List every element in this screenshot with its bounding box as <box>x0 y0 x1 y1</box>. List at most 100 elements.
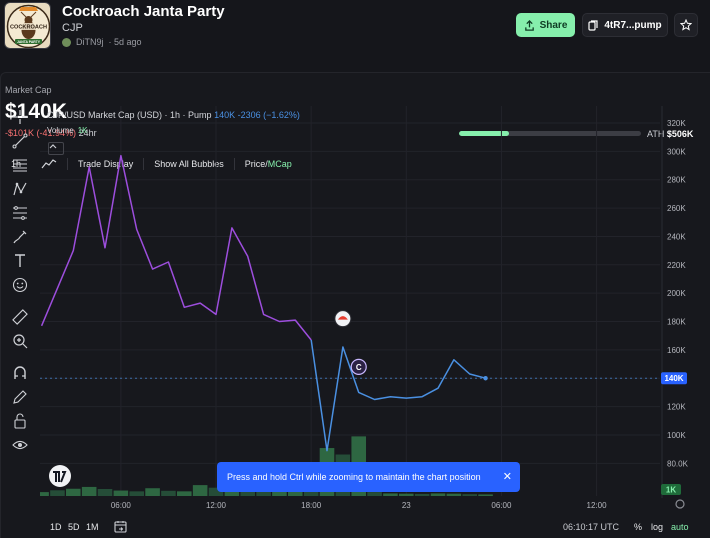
volume-value: 1K <box>77 126 88 135</box>
pitchfork-tool[interactable] <box>11 180 29 198</box>
x-axis-tick-label: 06:00 <box>111 501 132 510</box>
copy-icon <box>588 19 598 31</box>
stay-in-drawing-tool[interactable] <box>11 388 29 406</box>
x-axis-tick-label: 12:00 <box>206 501 227 510</box>
chart-canvas[interactable]: C 320K 300K 280K 260K 240K 220K 200K 180K 160K 140… <box>40 106 710 514</box>
text-tool[interactable] <box>11 252 29 270</box>
creator-avatar[interactable] <box>62 37 71 47</box>
volume-bar <box>177 491 192 496</box>
y-axis-tick-label: 200K <box>667 289 686 298</box>
y-axis-tick-label: 120K <box>667 403 686 412</box>
token-ticker: CJP <box>62 22 83 34</box>
hide-drawings-tool[interactable] <box>11 436 29 454</box>
y-axis-tick-label: 160K <box>667 346 686 355</box>
volume-bar <box>240 489 256 496</box>
y-axis-tick-label: 80.0K <box>667 459 689 468</box>
favorite-button[interactable] <box>674 13 698 37</box>
range-5d-button[interactable]: 5D <box>68 522 80 532</box>
drawing-tools <box>0 106 40 466</box>
trendline-tool[interactable] <box>11 132 29 150</box>
line-chart-icon <box>41 159 57 169</box>
show-all-bubbles-button[interactable]: Show All Bubbles <box>154 159 224 169</box>
collapse-legend-button[interactable] <box>48 142 64 155</box>
range-1d-button[interactable]: 1D <box>50 522 62 532</box>
trade-display-button[interactable]: Trade Display <box>78 159 134 169</box>
share-button[interactable]: Share <box>516 13 575 37</box>
market-cap-label: Market Cap <box>5 85 52 95</box>
volume-bar <box>430 493 446 496</box>
ath-info: ATH $506K <box>647 129 693 139</box>
volume-bar <box>161 490 176 496</box>
ath-progress-fill <box>459 131 510 136</box>
toolbar-divider <box>143 158 145 170</box>
brush-icon <box>13 230 27 244</box>
ath-label: ATH <box>647 129 665 139</box>
lock-drawings-tool[interactable] <box>11 412 29 430</box>
eye-icon <box>12 440 28 450</box>
chart-type-button[interactable] <box>31 153 67 175</box>
volume-bar <box>303 490 319 496</box>
volume-bar <box>81 486 97 496</box>
copy-contract-button[interactable]: 4tR7...pump <box>582 13 668 37</box>
calendar-goto-icon[interactable] <box>114 520 127 533</box>
zoom-in-icon <box>13 334 28 349</box>
fib-retracement-icon <box>13 206 27 220</box>
change-value: -$101K (-41.94%) <box>5 128 77 138</box>
volume-bar <box>145 488 160 496</box>
crosshair-icon <box>13 110 27 124</box>
smiley-icon <box>12 277 28 293</box>
fib-tool[interactable] <box>11 204 29 222</box>
volume-bar <box>208 487 224 496</box>
price-chart[interactable]: C 320K 300K 280K 260K 240K 220K 200K 180K 160K 140… <box>40 106 710 510</box>
ruler-tool[interactable] <box>11 308 29 326</box>
series-line <box>40 154 312 341</box>
brush-tool[interactable] <box>11 228 29 246</box>
trade-bubble-avatar-icon <box>337 316 348 320</box>
percent-scale-toggle[interactable]: % <box>634 522 643 532</box>
horizontal-lines-tool[interactable] <box>11 156 29 174</box>
last-value-badge <box>661 372 687 385</box>
token-logo: COCKROACH JANTA PARTY <box>4 2 51 49</box>
market-cap-change: -$101K (-41.94%) 24hr <box>5 128 97 138</box>
crosshair-tool[interactable] <box>11 108 29 126</box>
y-axis-tick-label: 100K <box>667 431 686 440</box>
volume-bar <box>272 491 287 496</box>
volume-bar <box>414 493 430 496</box>
volume-legend: Volume 1K <box>47 126 87 135</box>
magnet-icon <box>14 366 26 379</box>
toast-message: Press and hold Ctrl while zooming to mai… <box>227 472 481 482</box>
volume-bar <box>97 489 113 496</box>
last-value-badge-label: 140K <box>664 374 683 383</box>
contract-address: 4tR7...pump <box>604 19 662 31</box>
market-cap-value: $140K <box>5 100 67 123</box>
volume-last-badge-label: 1K <box>666 486 676 495</box>
share-icon <box>524 19 534 31</box>
emoji-tool[interactable] <box>11 276 29 294</box>
magnet-tool[interactable] <box>11 364 29 382</box>
ath-value: $506K <box>666 129 694 139</box>
volume-bar <box>398 493 414 496</box>
svg-text:COCKROACH: COCKROACH <box>10 25 47 31</box>
zoom-tool[interactable] <box>11 332 29 350</box>
creator-name[interactable]: DiTN9j <box>76 37 104 47</box>
series-line <box>310 339 486 452</box>
trade-bubble-letter-label: C <box>356 363 362 372</box>
zoom-hint-toast: Press and hold Ctrl while zooming to mai… <box>217 462 520 492</box>
auto-scale-toggle[interactable]: auto <box>671 522 689 532</box>
range-1m-button[interactable]: 1M <box>86 522 99 532</box>
log-scale-toggle[interactable]: log <box>651 522 664 532</box>
x-axis-tick-label: 12:00 <box>587 501 608 510</box>
legend-values: 140K -2306 (−1.62%) <box>214 110 300 120</box>
utc-clock[interactable]: 06:10:17 UTC <box>563 522 620 532</box>
volume-bar <box>256 489 271 496</box>
x-axis-tick-label: 18:00 <box>301 501 322 510</box>
text-icon <box>15 254 25 267</box>
y-axis-tick-label: 320K <box>667 119 686 128</box>
close-icon[interactable]: ✕ <box>502 471 512 483</box>
volume-bar <box>192 485 208 496</box>
volume-bar <box>446 493 462 496</box>
price-mcap-toggle[interactable]: Price / MCap <box>235 153 302 175</box>
y-axis-tick-label: 240K <box>667 232 686 241</box>
chart-bottom-bar: 1D 5D 1M 06:10:17 UTC % log auto <box>0 514 710 538</box>
chart-legend: CJP/USD Market Cap (USD) · 1h · Pump 140… <box>47 110 300 120</box>
